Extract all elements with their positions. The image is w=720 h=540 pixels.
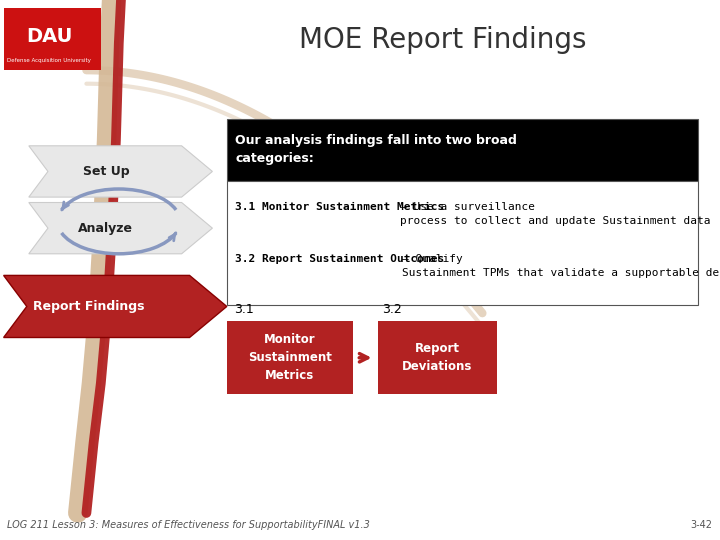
Text: Our analysis findings fall into two broad
categories:: Our analysis findings fall into two broa…	[235, 134, 517, 165]
Text: 3.2 Report Sustainment Outcomes: 3.2 Report Sustainment Outcomes	[235, 254, 445, 264]
Text: Analyze: Analyze	[78, 221, 133, 235]
Polygon shape	[4, 275, 227, 338]
Text: – Use a surveillance
process to collect and update Sustainment data: – Use a surveillance process to collect …	[400, 202, 710, 226]
Text: Defense Acquisition University: Defense Acquisition University	[7, 58, 91, 63]
Text: LOG 211 Lesson 3: Measures of Effectiveness for SupportabilityFINAL v1.3: LOG 211 Lesson 3: Measures of Effectiven…	[7, 520, 370, 530]
Text: Report
Deviations: Report Deviations	[402, 342, 472, 373]
Text: Report Findings: Report Findings	[32, 300, 144, 313]
Polygon shape	[29, 146, 212, 197]
Text: 3.2: 3.2	[382, 303, 401, 316]
FancyBboxPatch shape	[4, 8, 101, 70]
FancyBboxPatch shape	[227, 181, 698, 305]
Text: Monitor
Sustainment
Metrics: Monitor Sustainment Metrics	[248, 333, 332, 382]
Text: – Qualify
Sustainment TPMs that validate a supportable design: – Qualify Sustainment TPMs that validate…	[402, 254, 720, 278]
Text: DAU: DAU	[26, 27, 72, 46]
Text: 3.1 Monitor Sustainment Metrics: 3.1 Monitor Sustainment Metrics	[235, 202, 445, 213]
Text: Set Up: Set Up	[83, 165, 129, 178]
FancyBboxPatch shape	[227, 321, 353, 394]
Text: 3.1: 3.1	[234, 303, 253, 316]
FancyBboxPatch shape	[227, 119, 698, 181]
Text: MOE Report Findings: MOE Report Findings	[299, 26, 587, 55]
Text: 3-42: 3-42	[690, 520, 713, 530]
Polygon shape	[29, 202, 212, 254]
FancyBboxPatch shape	[378, 321, 497, 394]
